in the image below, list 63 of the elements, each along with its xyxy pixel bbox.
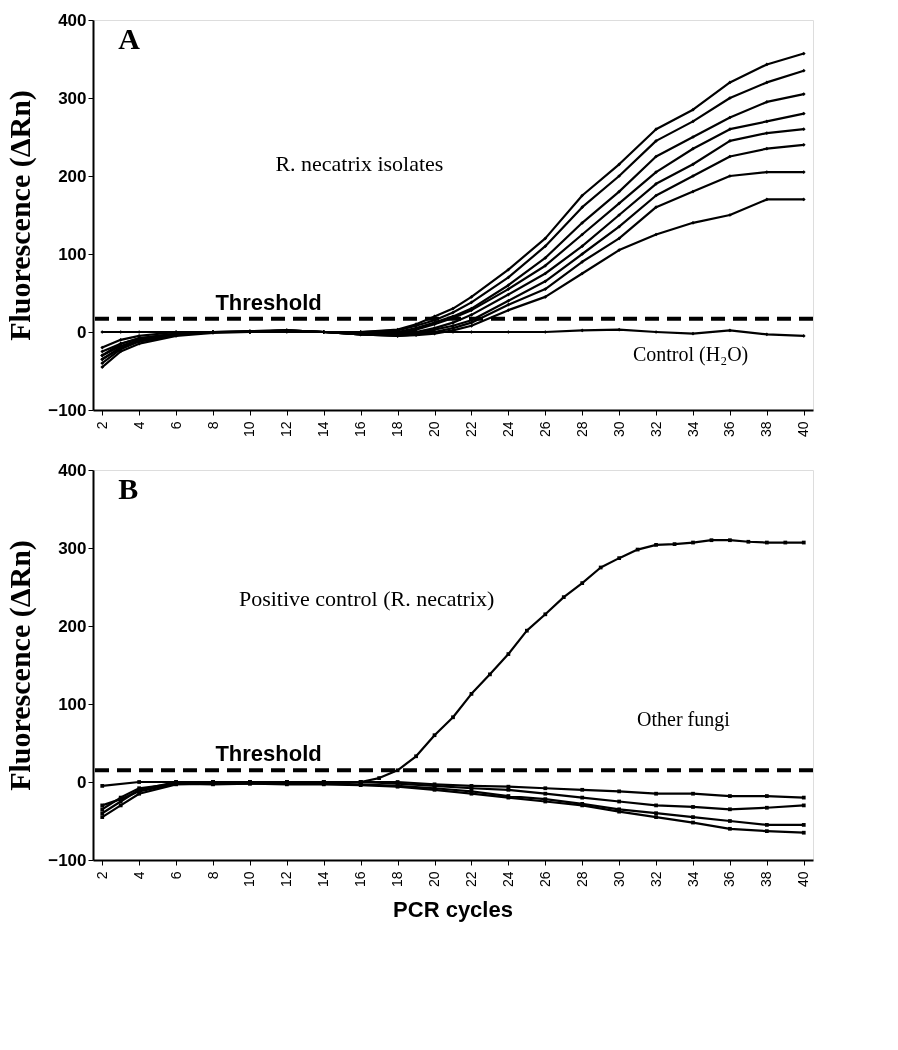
y-axis-title: Fluorescence (ΔRn) bbox=[3, 540, 38, 791]
y-tick-label: 200 bbox=[58, 166, 87, 186]
x-tick-label: 14 bbox=[315, 871, 332, 888]
x-tick-label: 6 bbox=[167, 871, 184, 880]
annotation: R. necatrix isolates bbox=[275, 151, 444, 177]
y-tick-label: 100 bbox=[58, 694, 87, 714]
y-tick-label: 400 bbox=[58, 460, 87, 480]
x-tick-label: 36 bbox=[721, 421, 738, 438]
y-tick-label: 0 bbox=[77, 322, 87, 342]
ref-line-label: Threshold bbox=[215, 289, 322, 315]
x-tick-label: 18 bbox=[389, 871, 406, 888]
y-tick-label: 200 bbox=[58, 616, 87, 636]
x-tick-label: 10 bbox=[241, 421, 258, 438]
x-tick-label: 2 bbox=[93, 871, 110, 880]
annotation: B bbox=[118, 471, 139, 505]
x-tick-label: 38 bbox=[758, 871, 775, 888]
y-tick-label: −100 bbox=[48, 850, 87, 870]
x-tick-label: 4 bbox=[130, 421, 147, 430]
x-tick-label: 22 bbox=[462, 871, 479, 888]
x-tick-label: 10 bbox=[241, 871, 258, 888]
y-tick-label: 400 bbox=[58, 10, 87, 30]
x-tick-label: 34 bbox=[684, 871, 701, 888]
x-tick-label: 32 bbox=[647, 871, 664, 888]
x-tick-label: 8 bbox=[204, 421, 221, 430]
x-tick-label: 2 bbox=[93, 421, 110, 430]
x-tick-label: 6 bbox=[167, 421, 184, 430]
x-tick-label: 26 bbox=[536, 871, 553, 888]
x-tick-label: 16 bbox=[352, 421, 369, 438]
x-tick-label: 26 bbox=[536, 421, 553, 438]
x-tick-label: 40 bbox=[795, 871, 812, 888]
annotation: Control (H₂O) bbox=[632, 343, 749, 367]
x-axis-title: PCR cycles bbox=[393, 897, 513, 922]
annotation: Other fungi bbox=[637, 707, 731, 731]
x-tick-label: 38 bbox=[758, 421, 775, 438]
x-tick-label: 40 bbox=[795, 421, 812, 438]
ref-line-label: Threshold bbox=[215, 741, 322, 767]
x-tick-label: 28 bbox=[573, 421, 590, 438]
x-tick-label: 16 bbox=[352, 871, 369, 888]
y-tick-label: 300 bbox=[58, 538, 87, 558]
x-tick-label: 20 bbox=[426, 421, 443, 438]
annotation: A bbox=[118, 21, 141, 55]
x-tick-label: 4 bbox=[130, 871, 147, 880]
x-tick-label: 22 bbox=[462, 421, 479, 438]
y-axis-title: Fluorescence (ΔRn) bbox=[3, 90, 38, 341]
x-tick-label: 24 bbox=[499, 421, 516, 438]
x-tick-label: 14 bbox=[315, 421, 332, 438]
x-tick-label: 30 bbox=[610, 421, 627, 438]
x-tick-label: 24 bbox=[499, 871, 516, 888]
x-tick-label: 8 bbox=[204, 871, 221, 880]
x-tick-label: 12 bbox=[278, 421, 295, 438]
x-tick-label: 30 bbox=[610, 871, 627, 888]
y-tick-label: −100 bbox=[48, 400, 87, 420]
x-tick-label: 12 bbox=[278, 871, 295, 888]
x-tick-label: 32 bbox=[647, 421, 664, 438]
x-tick-label: 36 bbox=[721, 871, 738, 888]
x-tick-label: 20 bbox=[426, 871, 443, 888]
y-tick-label: 0 bbox=[77, 772, 87, 792]
y-tick-label: 300 bbox=[58, 88, 87, 108]
annotation: Positive control (R. necatrix) bbox=[238, 585, 495, 611]
x-tick-label: 34 bbox=[684, 421, 701, 438]
x-tick-label: 28 bbox=[573, 871, 590, 888]
x-tick-label: 18 bbox=[389, 421, 406, 438]
y-tick-label: 100 bbox=[58, 244, 87, 264]
